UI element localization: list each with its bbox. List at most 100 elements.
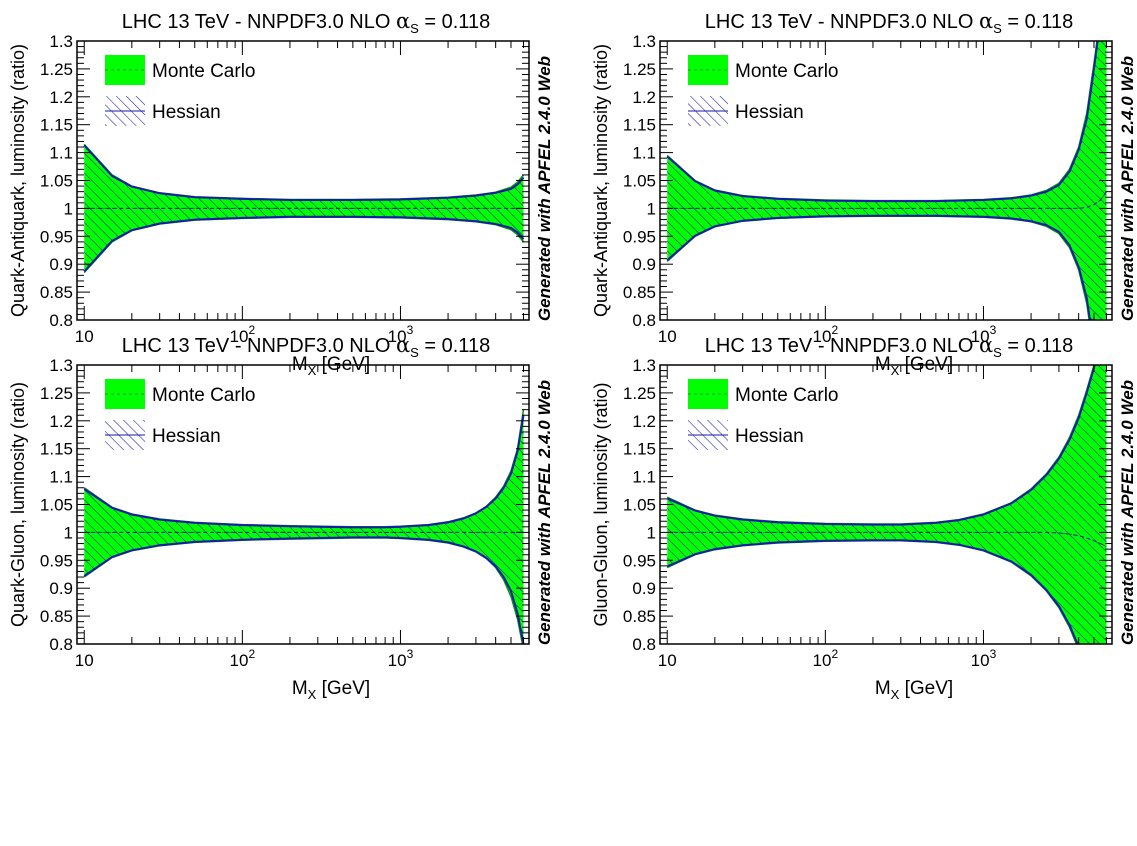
x-tick-exponent: 2 <box>831 647 838 661</box>
x-tick-exponent: 3 <box>990 323 997 337</box>
chart-title-alpha: α <box>979 9 993 33</box>
monte-carlo-lower-line <box>83 537 524 644</box>
y-tick-label: 0.8 <box>632 635 656 654</box>
y-tick-label: 0.9 <box>49 579 73 598</box>
hessian-lower-line <box>83 215 525 273</box>
y-tick-label: 1 <box>64 199 73 218</box>
x-axis: 10 102 103 <box>75 365 525 670</box>
x-axis-label-main: M <box>292 678 308 699</box>
chart-title-value: = 0.118 <box>419 11 490 33</box>
y-tick-label: 1 <box>647 523 656 542</box>
x-tick-base: 10 <box>388 651 407 670</box>
y-tick-label: 0.95 <box>623 551 656 570</box>
legend-monte-carlo-label: Monte Carlo <box>152 385 256 406</box>
y-tick-label: 1.25 <box>40 384 73 403</box>
y-tick-label: 0.85 <box>40 607 73 626</box>
x-axis-label-unit: [GeV] <box>316 678 370 699</box>
y-tick-label: 1.2 <box>632 412 656 431</box>
legend-hessian-label: Hessian <box>152 426 221 447</box>
y-tick-label: 1.2 <box>49 88 73 107</box>
y-tick-label: 1.1 <box>632 468 656 487</box>
y-axis-label: Quark-Antiquark, luminosity (ratio) <box>591 44 611 317</box>
apfel-watermark: Generated with APFEL 2.4.0 Web <box>535 380 554 645</box>
x-axis-label-main: M <box>875 678 891 699</box>
y-tick-label: 1.1 <box>49 468 73 487</box>
legend: Monte Carlo Hessian <box>105 55 256 126</box>
chart-title-alpha-sub: S <box>993 21 1002 36</box>
y-tick-label: 0.95 <box>40 227 73 246</box>
chart-title-alpha: α <box>396 333 410 357</box>
monte-carlo-band <box>667 41 1107 320</box>
legend-monte-carlo-label: Monte Carlo <box>735 61 839 82</box>
plot-area <box>666 41 1107 320</box>
x-tick-base: 10 <box>813 327 832 346</box>
x-axis-label: MX [GeV] <box>292 354 370 378</box>
legend-hessian-label: Hessian <box>152 102 221 123</box>
legend-hessian-label: Hessian <box>735 426 804 447</box>
hessian-band <box>667 365 1107 644</box>
x-tick-exponent: 2 <box>248 647 255 661</box>
x-tick-label: 103 <box>388 323 414 346</box>
hessian-upper-line <box>666 41 1099 203</box>
chart-panel-2: LHC 13 TeV - NNPDF3.0 NLO αS = 0.1180.80… <box>591 9 1137 378</box>
x-axis-label: MX [GeV] <box>875 354 953 378</box>
y-tick-label: 1.1 <box>632 144 656 163</box>
x-tick-label: 103 <box>388 647 414 670</box>
apfel-watermark: Generated with APFEL 2.4.0 Web <box>1118 56 1137 321</box>
x-tick-label: 102 <box>813 323 839 346</box>
plot-area <box>83 143 525 274</box>
chart-panel-4: LHC 13 TeV - NNPDF3.0 NLO αS = 0.118 0.8 0… <box>591 333 1137 702</box>
y-tick-label: 1.15 <box>623 440 656 459</box>
x-tick-label: 103 <box>971 323 997 346</box>
y-tick-label: 0.9 <box>632 579 656 598</box>
y-tick-label: 1.15 <box>40 116 73 135</box>
x-tick-exponent: 2 <box>831 323 838 337</box>
x-tick-label: 10 <box>75 651 94 670</box>
legend: Monte Carlo Hessian <box>688 55 839 126</box>
legend: Monte Carlo Hessian <box>105 379 256 450</box>
y-tick-label: 1.15 <box>623 116 656 135</box>
chart-title: LHC 13 TeV - NNPDF3.0 NLO αS = 0.118 <box>705 333 1073 360</box>
y-tick-label: 1.05 <box>623 496 656 515</box>
hessian-lower-line <box>83 536 525 644</box>
x-tick-base: 10 <box>971 327 990 346</box>
x-tick-label: 103 <box>971 647 997 670</box>
y-tick-label: 1.2 <box>49 412 73 431</box>
x-axis-label: MX [GeV] <box>292 678 370 702</box>
y-tick-label: 0.8 <box>49 635 73 654</box>
x-axis: 10 102 103 <box>75 41 525 346</box>
chart-title: LHC 13 TeV - NNPDF3.0 NLO αS = 0.118 <box>122 333 490 360</box>
plot-area <box>666 365 1107 644</box>
legend-monte-carlo-label: Monte Carlo <box>152 61 256 82</box>
x-axis-label: MX [GeV] <box>875 678 953 702</box>
y-tick-label: 1.1 <box>49 144 73 163</box>
chart-panel-3: LHC 13 TeV - NNPDF3.0 NLO αS = 0.118 0.8 0… <box>8 333 554 702</box>
y-axis-label: Quark-Gluon, luminosity (ratio) <box>8 382 28 627</box>
apfel-watermark: Generated with APFEL 2.4.0 Web <box>535 56 554 321</box>
chart-title-alpha-sub: S <box>410 21 419 36</box>
chart-title-value: = 0.118 <box>1002 11 1073 33</box>
chart-title: LHC 13 TeV - NNPDF3.0 NLO αS = 0.118 <box>122 9 490 36</box>
hessian-central-line <box>667 191 1107 209</box>
legend-hessian-label: Hessian <box>735 102 804 123</box>
x-tick-exponent: 3 <box>990 647 997 661</box>
chart-title-text: LHC 13 TeV - NNPDF3.0 NLO <box>122 11 396 33</box>
y-tick-label: 0.9 <box>49 255 73 274</box>
y-tick-label: 1.15 <box>40 440 73 459</box>
y-tick-label: 1.25 <box>623 384 656 403</box>
x-tick-base: 10 <box>971 651 990 670</box>
x-tick-base: 10 <box>230 651 249 670</box>
chart-title-value: = 0.118 <box>419 335 490 357</box>
y-tick-label: 1.2 <box>632 88 656 107</box>
y-axis: 0.8 0.85 0.9 0.95 1 1.05 1.1 1.15 1.2 1.25 1.3 <box>623 32 1112 330</box>
hessian-upper-line <box>83 144 525 201</box>
x-tick-label: 102 <box>230 647 256 670</box>
chart-title: LHC 13 TeV - NNPDF3.0 NLO αS = 0.118 <box>705 9 1073 36</box>
x-tick-exponent: 2 <box>248 323 255 337</box>
chart-title-value: = 0.118 <box>1002 335 1073 357</box>
legend: Monte Carlo Hessian <box>688 379 839 450</box>
x-axis: 10 102 103 <box>658 365 1108 670</box>
hessian-band <box>84 415 524 644</box>
apfel-watermark: Generated with APFEL 2.4.0 Web <box>1118 380 1137 645</box>
